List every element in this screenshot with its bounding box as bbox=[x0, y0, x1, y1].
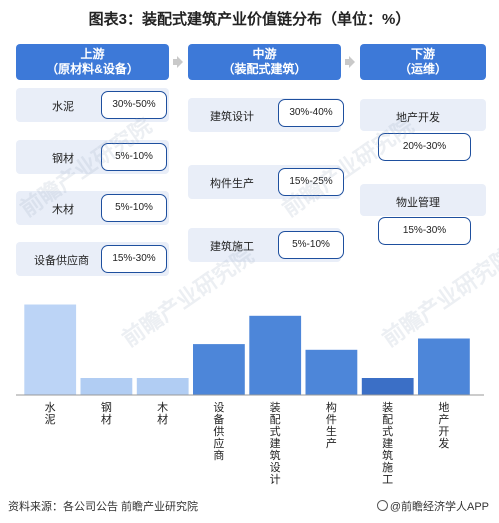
arrow-icon bbox=[173, 56, 183, 68]
bar-5 bbox=[305, 349, 358, 395]
x-tick-label: 木材 bbox=[157, 401, 168, 426]
chart-title: 图表3：装配式建筑产业价值链分布（单位：%） bbox=[88, 11, 411, 28]
stage-sub: （运维） bbox=[398, 62, 447, 76]
item-label: 设备供应商 bbox=[34, 255, 89, 267]
x-tick-labels: 水泥 钢材 木材 设备供应商 装配式建筑设计 构件生产 装配式建筑施工 地产开发 bbox=[45, 400, 450, 486]
arrow-icon bbox=[345, 56, 355, 68]
range-badge: 5%-10% bbox=[101, 194, 167, 222]
item-label: 钢材 bbox=[52, 153, 74, 165]
x-tick-label: 设备供应商 bbox=[213, 401, 224, 462]
x-tick-label: 钢材 bbox=[101, 401, 112, 426]
bar-3 bbox=[193, 344, 245, 395]
bar-7 bbox=[418, 338, 470, 395]
range-badge: 30%-50% bbox=[101, 91, 167, 119]
range-badge: 15%-30% bbox=[101, 245, 167, 273]
range-badge: 5%-10% bbox=[101, 143, 167, 171]
item-label: 建筑施工 bbox=[210, 241, 254, 253]
item-property-management: 物业管理 bbox=[360, 184, 486, 216]
bar-6 bbox=[361, 378, 414, 395]
x-tick-label: 地产开发 bbox=[438, 401, 449, 450]
x-tick-label: 装配式建筑设计 bbox=[270, 401, 281, 486]
stage-sub: （装配式建筑） bbox=[222, 62, 307, 76]
item-label: 建筑设计 bbox=[210, 111, 254, 123]
stage-header-downstream: 下游 （运维） bbox=[360, 44, 486, 80]
brand-logo-icon bbox=[376, 500, 388, 511]
source-note: 资料来源：各公司公告 前瞻产业研究院 bbox=[8, 501, 199, 513]
bar-4 bbox=[249, 315, 302, 395]
x-tick-label: 构件生产 bbox=[326, 400, 337, 450]
brand-credit: @前瞻经济学人APP bbox=[376, 498, 489, 514]
item-label: 木材 bbox=[52, 204, 74, 216]
stage-header-midstream: 中游 （装配式建筑） bbox=[188, 44, 341, 80]
item-label: 构件生产 bbox=[210, 178, 254, 190]
value-bar-chart: 水泥 钢材 木材 设备供应商 装配式建筑设计 构件生产 装配式建筑施工 地产开发 bbox=[16, 304, 484, 486]
range-badge: 15%-30% bbox=[378, 217, 471, 245]
item-real-estate: 地产开发 bbox=[360, 99, 486, 131]
stage-sub: （原材料&设备） bbox=[46, 62, 139, 76]
stage-header-upstream: 上游 （原材料&设备） bbox=[16, 44, 169, 80]
bar-2 bbox=[136, 378, 189, 395]
range-badge: 20%-30% bbox=[378, 133, 471, 161]
bar-1 bbox=[80, 378, 133, 395]
item-label: 物业管理 bbox=[396, 197, 440, 209]
bar-0 bbox=[24, 304, 77, 395]
stage-name: 下游 bbox=[410, 47, 435, 61]
stage-name: 中游 bbox=[252, 47, 277, 61]
range-badge: 5%-10% bbox=[278, 231, 344, 259]
range-badge: 15%-25% bbox=[278, 168, 344, 196]
stage-name: 上游 bbox=[80, 47, 105, 61]
range-badge: 30%-40% bbox=[278, 99, 344, 127]
brand-text: @前瞻经济学人APP bbox=[389, 501, 489, 513]
x-tick-label: 装配式建筑施工 bbox=[382, 401, 393, 486]
x-tick-label: 水泥 bbox=[45, 401, 56, 426]
item-label: 水泥 bbox=[52, 101, 74, 113]
item-label: 地产开发 bbox=[396, 112, 440, 124]
bars-group bbox=[24, 304, 470, 395]
